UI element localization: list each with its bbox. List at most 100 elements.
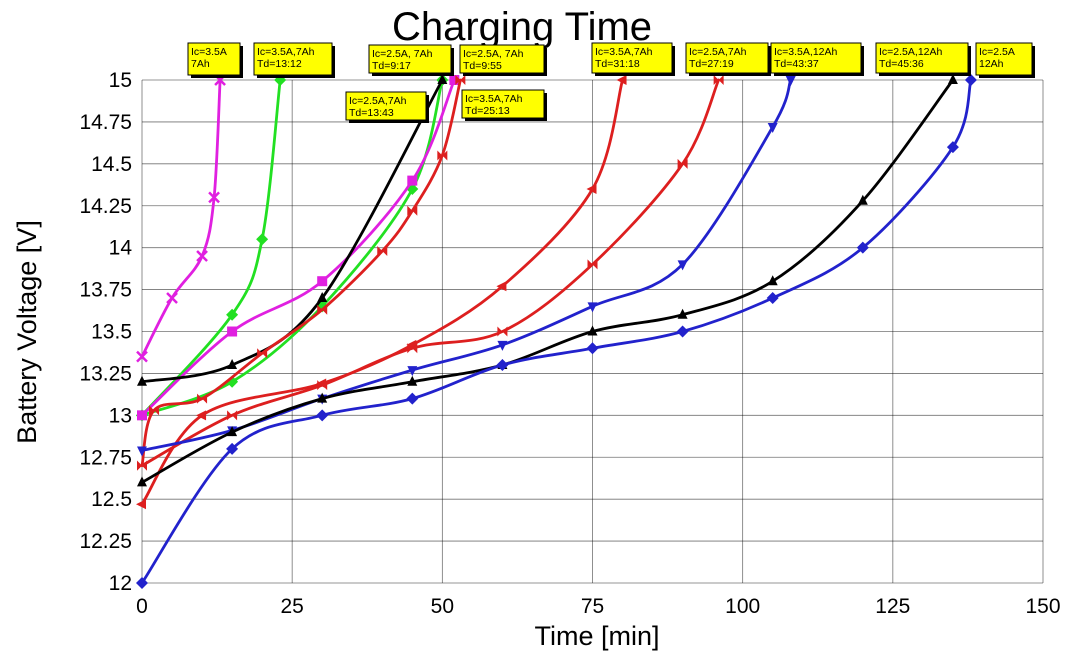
annotation-text: Td=13:43 — [349, 107, 394, 119]
series-10 — [137, 74, 958, 487]
annotation-background — [591, 42, 673, 74]
series-line — [140, 78, 444, 384]
x-axis-title: Time [min] — [534, 621, 659, 651]
y-tick-label: 14.5 — [91, 153, 132, 176]
data-point — [946, 141, 959, 154]
data-point — [947, 74, 958, 84]
data-point — [437, 74, 448, 84]
data-point — [137, 460, 147, 471]
annotation-text: Td=43:37 — [774, 58, 819, 70]
annotation-background — [459, 44, 545, 74]
series-layer — [136, 74, 977, 589]
data-point — [586, 183, 597, 194]
data-point — [407, 343, 418, 354]
y-tick-label: 12.25 — [79, 530, 132, 553]
series-line — [140, 78, 955, 484]
data-point — [136, 577, 148, 589]
x-axis-ticks: 0 25 50 75 100 125 150 — [136, 595, 1060, 618]
series-6 — [137, 75, 466, 471]
data-point — [196, 410, 207, 421]
data-point — [586, 342, 599, 355]
data-point — [587, 302, 598, 313]
annotation-background — [253, 42, 333, 76]
annotation-text: Td=9:55 — [463, 60, 502, 72]
y-axis-ticks: 12 12.25 12.5 12.75 13 13.25 13.5 13.75 14 14.25 1… — [79, 69, 132, 595]
data-point — [964, 74, 977, 86]
y-tick-label: 13.75 — [79, 279, 132, 302]
annotation-text: Ic=3.5A — [191, 46, 227, 58]
data-point — [317, 380, 328, 391]
series-7 — [136, 75, 627, 510]
data-point — [407, 366, 418, 377]
annotation-text: Ic=3.5A,12Ah — [774, 46, 837, 58]
annotation-background — [345, 91, 427, 121]
y-tick-label: 12.75 — [79, 446, 132, 469]
annotation-text: Td=9:17 — [372, 60, 411, 72]
data-point — [256, 233, 269, 246]
data-point — [136, 350, 148, 363]
annotation-background — [368, 44, 452, 74]
annotation-text: Td=27:19 — [689, 58, 734, 70]
data-point — [226, 442, 239, 455]
y-tick-label: 13.25 — [79, 362, 132, 385]
y-tick-label: 14 — [109, 237, 133, 260]
annotation-text: Td=13:12 — [257, 58, 302, 70]
data-point — [136, 499, 146, 510]
data-point — [317, 291, 328, 302]
annotation-background — [461, 89, 545, 119]
data-point — [676, 325, 689, 338]
data-point — [437, 150, 448, 161]
annotation-text: Ic=3.5A,7Ah — [257, 46, 315, 58]
data-point — [208, 191, 220, 204]
data-point — [856, 241, 869, 254]
data-point — [317, 304, 328, 315]
data-point — [196, 250, 208, 262]
x-tick-label: 150 — [1025, 595, 1060, 618]
y-tick-label: 14.25 — [79, 195, 132, 218]
data-point — [226, 308, 239, 321]
series-line — [140, 78, 282, 417]
annotation-text: Ic=3.5A,7Ah — [595, 46, 653, 58]
data-point — [257, 348, 268, 359]
data-point — [227, 326, 238, 337]
y-tick-label: 13.5 — [91, 321, 132, 344]
data-point — [767, 122, 778, 133]
annotation-text: 12Ah — [979, 58, 1004, 70]
y-tick-label: 14.75 — [79, 111, 132, 134]
data-point — [497, 340, 508, 351]
x-tick-label: 125 — [875, 595, 910, 618]
series-11 — [136, 74, 977, 589]
data-point — [677, 260, 688, 271]
data-point — [616, 75, 627, 85]
x-tick-label: 50 — [431, 595, 454, 618]
data-point — [407, 375, 418, 386]
annotation-text: Ic=2.5A — [979, 46, 1015, 58]
series-8 — [137, 75, 724, 471]
annotation-background — [685, 42, 769, 74]
y-tick-label: 13 — [109, 404, 132, 427]
annotation-text: Ic=2.5A, 7Ah — [372, 48, 433, 60]
x-tick-label: 0 — [136, 595, 148, 618]
data-point — [407, 175, 418, 186]
data-point — [449, 75, 460, 85]
data-point — [587, 325, 598, 336]
series-5 — [137, 74, 448, 386]
data-point — [197, 393, 208, 404]
annotation-background — [187, 42, 241, 76]
y-tick-label: 12.5 — [91, 488, 132, 511]
annotation-text: Td=45:36 — [879, 58, 924, 70]
series-line — [140, 78, 793, 452]
data-point — [767, 275, 778, 286]
annotation-background — [975, 42, 1033, 76]
data-point — [377, 246, 388, 257]
data-point — [137, 446, 147, 457]
annotation-text: Ic=3.5A,7Ah — [465, 93, 523, 105]
data-point — [407, 205, 418, 216]
x-tick-label: 100 — [725, 595, 760, 618]
